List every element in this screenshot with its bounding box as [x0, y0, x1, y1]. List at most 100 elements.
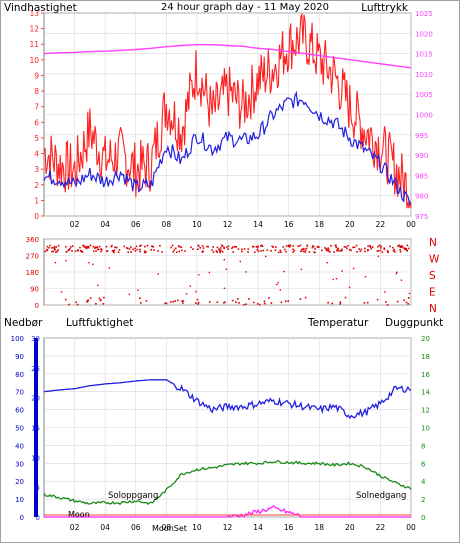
direction-point — [197, 244, 200, 247]
wind-tick-label: 9 — [34, 71, 39, 80]
direction-point — [95, 250, 97, 252]
direction-point — [301, 248, 303, 251]
direction-point — [353, 246, 356, 249]
direction-point — [313, 251, 315, 253]
direction-point — [352, 246, 354, 249]
pressure-tick-label: 1020 — [415, 30, 433, 38]
direction-point — [130, 246, 132, 248]
direction-point — [255, 245, 258, 248]
pressure-line — [43, 44, 412, 69]
direction-point — [227, 248, 230, 250]
direction-point — [346, 247, 348, 250]
wind-tick-label: 12 — [29, 25, 39, 34]
direction-point — [379, 249, 382, 252]
direction-point — [289, 246, 291, 248]
temperature-tick-label: 14 — [421, 389, 430, 397]
direction-point — [223, 246, 225, 249]
direction-point — [75, 301, 77, 304]
direction-point — [102, 303, 105, 305]
direction-point — [81, 251, 84, 253]
direction-point — [341, 270, 343, 272]
direction-point — [74, 250, 77, 252]
direction-point — [231, 247, 233, 250]
direction-point — [266, 249, 269, 251]
direction-point — [233, 245, 236, 248]
direction-point — [189, 285, 191, 287]
wind-x-tick-label: 14 — [253, 220, 263, 229]
temperature-axis: 0 2 4 6 8 10 12 14 16 18 20 — [421, 335, 430, 522]
wind-x-tick-label: 00 — [406, 220, 416, 229]
temp-x-tick-label: 02 — [70, 523, 80, 532]
wind-series — [43, 12, 412, 209]
direction-point — [405, 247, 407, 250]
temp-x-tick-label: 14 — [253, 523, 263, 532]
direction-point — [49, 244, 51, 247]
direction-point — [263, 302, 266, 305]
direction-point — [292, 248, 294, 251]
direction-point — [277, 281, 279, 284]
direction-point — [111, 244, 113, 247]
wind-tick-label: 0 — [34, 212, 39, 221]
direction-point — [46, 245, 49, 248]
direction-point — [367, 301, 369, 304]
direction-point — [383, 247, 385, 250]
direction-point — [101, 248, 103, 251]
rain-tick-label: 30 — [15, 460, 24, 468]
direction-point — [270, 250, 272, 252]
wind-max-line — [43, 12, 412, 209]
direction-point — [245, 303, 247, 305]
pressure-tick-label: 1015 — [415, 51, 433, 59]
direction-point — [53, 246, 56, 248]
direction-point — [241, 250, 243, 253]
temperature-tick-label: 16 — [421, 371, 430, 379]
direction-point — [53, 248, 56, 250]
direction-point — [139, 248, 141, 251]
temp-time-axis: 02 04 06 08 10 12 14 16 18 20 22 00 — [70, 523, 416, 532]
direction-point — [359, 250, 362, 252]
direction-point — [192, 248, 194, 250]
direction-point — [235, 246, 237, 248]
direction-point — [184, 250, 186, 252]
temp-x-tick-label: 22 — [376, 523, 386, 532]
rain-axis: 0 10 20 30 40 50 60 70 80 90 100 — [11, 335, 24, 522]
direction-point — [123, 245, 126, 248]
direction-point — [385, 301, 387, 303]
direction-point — [299, 244, 302, 247]
direction-point — [280, 301, 283, 304]
wind-tick-label: 10 — [29, 56, 39, 65]
wind-tick-label: 1 — [34, 196, 39, 205]
direction-point — [403, 299, 405, 301]
direction-point — [263, 300, 266, 303]
direction-point — [55, 246, 58, 248]
direction-point — [285, 250, 287, 253]
direction-point — [68, 303, 70, 306]
wind-avg-line — [43, 90, 412, 205]
temperature-tick-label: 12 — [421, 407, 430, 415]
direction-point — [202, 250, 204, 252]
direction-point — [105, 245, 108, 248]
direction-point — [406, 244, 409, 247]
direction-point — [95, 302, 97, 305]
direction-point — [157, 250, 159, 252]
direction-point — [314, 251, 316, 254]
direction-point — [259, 303, 261, 306]
rain-tick-label: 10 — [15, 496, 24, 504]
direction-point — [181, 249, 183, 252]
direction-point — [274, 249, 277, 251]
direction-point — [367, 245, 369, 247]
compass-label: N — [429, 303, 437, 315]
direction-point — [380, 247, 382, 249]
direction-point — [260, 250, 262, 252]
direction-point — [243, 248, 246, 250]
wind-tick-label: 7 — [34, 103, 39, 112]
direction-point — [51, 247, 53, 249]
rain-tick-label: 40 — [15, 442, 24, 450]
direction-point — [389, 245, 391, 248]
wind-x-tick-label: 22 — [376, 220, 386, 229]
direction-point — [232, 251, 234, 253]
direction-point — [182, 300, 185, 302]
direction-point — [257, 250, 260, 253]
direction-point — [65, 298, 67, 301]
direction-point — [145, 300, 148, 302]
